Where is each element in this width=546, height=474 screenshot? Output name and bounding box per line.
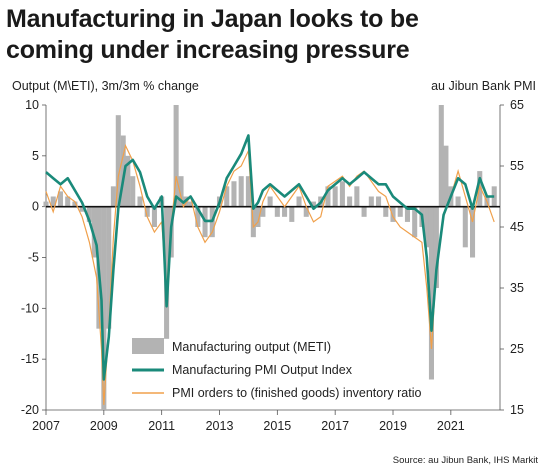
x-tick-label: 2021 bbox=[437, 419, 465, 433]
x-tick-label: 2007 bbox=[32, 419, 60, 433]
orders-inventory-ratio-line bbox=[45, 143, 495, 405]
x-tick-label: 2009 bbox=[90, 419, 118, 433]
output-bar bbox=[443, 145, 449, 207]
output-bar bbox=[137, 196, 143, 207]
output-bar bbox=[325, 186, 331, 207]
output-bar bbox=[144, 206, 150, 217]
left-tick-label: -15 bbox=[21, 352, 39, 366]
output-bar bbox=[255, 206, 261, 227]
output-bar bbox=[195, 206, 201, 227]
output-bar bbox=[178, 176, 184, 207]
source-note: Source: au Jibun Bank, IHS Markit bbox=[392, 455, 538, 466]
output-bar bbox=[310, 201, 317, 207]
left-tick-label: -5 bbox=[28, 251, 39, 265]
left-tick-label: -10 bbox=[21, 301, 39, 315]
output-bar bbox=[151, 206, 157, 227]
right-tick-label: 25 bbox=[510, 342, 524, 356]
output-bar bbox=[79, 206, 85, 212]
output-bar bbox=[65, 196, 71, 207]
output-bar bbox=[361, 206, 367, 217]
x-tick-label: 2019 bbox=[379, 419, 407, 433]
output-bar bbox=[289, 206, 295, 222]
output-bar bbox=[86, 206, 92, 222]
output-bar bbox=[383, 206, 389, 217]
legend-label-ratio: PMI orders to (finished goods) inventory… bbox=[172, 386, 421, 400]
output-bar bbox=[101, 206, 107, 410]
output-bar bbox=[282, 206, 288, 217]
output-bar bbox=[125, 155, 131, 207]
output-bar bbox=[260, 206, 266, 217]
legend-label-output: Manufacturing output (METI) bbox=[172, 340, 331, 354]
output-bar bbox=[106, 206, 112, 329]
pmi-output-line bbox=[45, 134, 495, 381]
right-tick-label: 45 bbox=[510, 220, 524, 234]
output-bar bbox=[339, 181, 345, 207]
x-tick-label: 2013 bbox=[206, 419, 234, 433]
output-bar bbox=[164, 206, 170, 339]
left-tick-label: 10 bbox=[25, 98, 39, 112]
output-bar bbox=[72, 201, 78, 207]
output-bar bbox=[354, 186, 360, 207]
output-bar bbox=[376, 196, 382, 207]
output-bar bbox=[231, 181, 237, 207]
x-tick-label: 2011 bbox=[148, 419, 175, 433]
output-bar bbox=[110, 186, 116, 207]
output-bar bbox=[267, 196, 273, 207]
left-tick-label: 5 bbox=[32, 149, 39, 163]
x-tick-label: 2015 bbox=[263, 419, 291, 433]
output-bar bbox=[91, 206, 97, 258]
output-bar bbox=[332, 186, 338, 207]
output-bar bbox=[412, 206, 418, 238]
output-bar bbox=[424, 206, 430, 248]
output-bar bbox=[347, 196, 353, 207]
output-bar bbox=[491, 186, 497, 207]
title-line-2: coming under increasing pressure bbox=[6, 36, 410, 64]
output-bar bbox=[462, 206, 468, 248]
output-bar bbox=[296, 196, 302, 207]
output-bar bbox=[433, 206, 439, 288]
output-bar bbox=[455, 196, 461, 207]
output-bar bbox=[274, 206, 280, 217]
output-bar bbox=[438, 105, 444, 207]
x-tick-label: 2017 bbox=[321, 419, 349, 433]
output-bar bbox=[120, 135, 126, 207]
right-axis-label: au Jibun Bank PMI bbox=[431, 79, 536, 93]
right-tick-label: 55 bbox=[510, 159, 524, 173]
legend-swatch-output bbox=[132, 338, 164, 354]
output-bar bbox=[43, 201, 49, 207]
output-bar bbox=[428, 206, 434, 380]
output-bar bbox=[130, 176, 136, 207]
output-bar bbox=[188, 201, 194, 207]
legend-label-pmi: Manufacturing PMI Output Index bbox=[172, 363, 353, 377]
left-tick-label: 0 bbox=[32, 200, 39, 214]
title-line-1: Manufacturing in Japan looks to be bbox=[6, 5, 419, 33]
output-bar bbox=[303, 206, 309, 217]
output-bar bbox=[368, 196, 374, 207]
output-bar bbox=[50, 196, 56, 207]
output-bar bbox=[224, 186, 230, 207]
output-bar bbox=[115, 115, 121, 207]
output-bar bbox=[404, 206, 410, 222]
right-tick-label: 35 bbox=[510, 281, 524, 295]
output-bar bbox=[173, 105, 179, 207]
right-tick-label: 65 bbox=[510, 98, 524, 112]
output-bar bbox=[397, 206, 403, 217]
chart-title: Manufacturing in Japan looks to be comin… bbox=[6, 4, 542, 66]
output-bar bbox=[469, 206, 476, 258]
output-bar bbox=[390, 206, 396, 222]
left-tick-label: -20 bbox=[21, 403, 39, 417]
right-tick-label: 15 bbox=[510, 403, 524, 417]
left-axis-label: Output (M\ETI), 3m/3m % change bbox=[12, 79, 199, 93]
output-bar bbox=[238, 176, 244, 207]
output-bar bbox=[245, 176, 251, 207]
output-bar bbox=[57, 191, 63, 207]
